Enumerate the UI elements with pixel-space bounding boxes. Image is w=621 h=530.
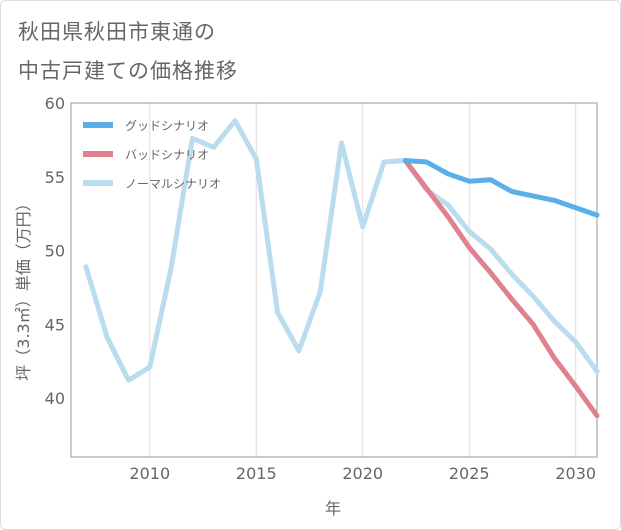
series-line-2: [83, 118, 600, 383]
series-line-0: [402, 158, 600, 218]
x-axis-label: 年: [325, 499, 341, 518]
x-tick-label-2015: 2015: [236, 464, 277, 483]
chart-title-line2: 中古戸建ての価格推移: [18, 59, 238, 83]
y-tick-label-60: 60: [45, 94, 65, 113]
plot-area-border: [70, 102, 598, 458]
y-tick-label-45: 45: [45, 315, 65, 334]
legend-label-2: ノーマルシナリオ: [125, 177, 221, 191]
y-tick-label-40: 40: [45, 389, 65, 408]
y-tick-label-55: 55: [45, 168, 65, 187]
x-tick-label-2025: 2025: [449, 464, 490, 483]
y-tick-label-50: 50: [45, 242, 65, 261]
y-axis-label: 坪（3.3㎡）単価（万円）: [14, 195, 33, 380]
legend-label-1: バッドシナリオ: [125, 148, 209, 162]
legend-label-0: グッドシナリオ: [125, 119, 209, 133]
x-tick-label-2010: 2010: [129, 464, 170, 483]
series-line-1: [402, 158, 600, 419]
x-tick-label-2020: 2020: [342, 464, 383, 483]
x-tick-label-2030: 2030: [555, 464, 596, 483]
chart-title-line1: 秋田県秋田市東通の: [18, 20, 216, 44]
